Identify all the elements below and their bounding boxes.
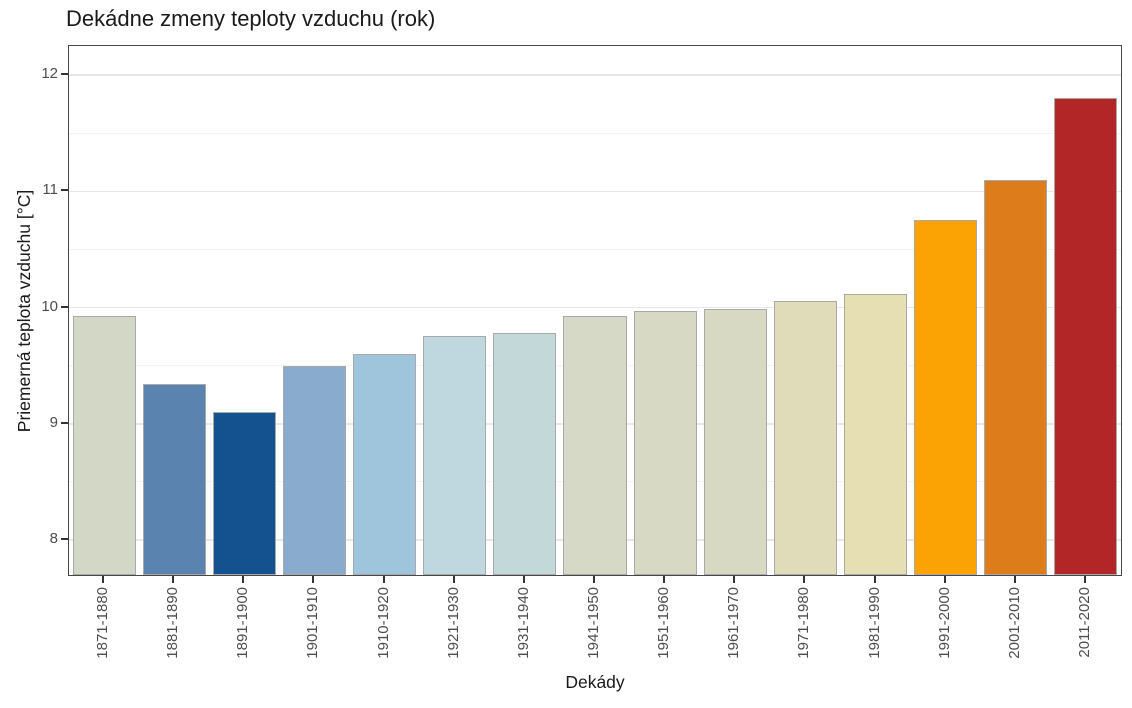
y-tick-label: 9 [49,413,58,431]
x-tick-mark [943,576,946,583]
y-tick-mark [61,73,68,76]
x-tick-mark [1013,576,1016,583]
x-tick-mark [382,576,385,583]
x-tick-mark [1083,576,1086,583]
x-tick-label: 1891-1900 [234,587,252,659]
x-tick-mark [452,576,455,583]
x-tick-mark [803,576,806,583]
x-tick-label: 1871-1880 [94,587,112,659]
x-tick-label: 1941-1950 [585,587,602,659]
y-tick-mark [61,538,68,541]
x-tick-label: 2011-2020 [1075,587,1093,658]
bar [282,365,347,575]
x-tick-mark [312,576,315,583]
bar [212,412,276,575]
x-axis-title: Dekády [565,672,625,692]
x-tick-mark [593,576,595,583]
y-tick-label: 12 [41,65,58,83]
x-tick-mark [172,576,175,583]
bar [353,354,417,575]
x-tick-label: 1951-1960 [655,587,673,659]
bar [843,293,908,575]
x-tick-mark [733,576,736,583]
x-tick-label: 1901-1910 [304,587,322,659]
y-tick-mark [61,189,68,192]
y-axis: 8 9 10 11 12 [0,45,58,576]
x-tick-label: 1981-1990 [865,587,883,659]
x-tick-label: 1910-1920 [374,587,392,659]
bar [563,315,627,575]
y-tick-mark [61,421,68,424]
bar [493,333,557,575]
x-tick-label: 1961-1970 [725,587,743,659]
bar [984,179,1048,575]
x-tick-mark [663,576,666,583]
y-tick-label: 11 [42,181,58,199]
x-tick-mark [102,576,105,583]
plot-panel [68,45,1122,576]
major-gridline [69,190,1121,193]
bar [773,300,837,575]
x-tick-label: 2001-2010 [1005,587,1023,659]
x-tick-label: 1971-1980 [795,587,813,659]
x-tick-mark [242,576,245,583]
x-tick-label: 1881-1890 [164,587,182,659]
bar [423,335,487,575]
bar [633,311,697,575]
y-tick-label: 10 [41,297,58,315]
x-tick-label: 1991-2000 [935,587,953,659]
x-tick-mark [873,576,876,583]
y-tick-label: 8 [49,530,58,548]
major-gridline [69,74,1121,76]
bar [72,315,136,575]
bar [914,220,978,575]
y-tick-mark [61,305,68,308]
bar [142,384,206,575]
x-tick-label: 1931-1940 [514,587,532,659]
x-tick-label: 1921-1930 [444,587,462,659]
chart-title: Dekádne zmeny teploty vzduchu (rok) [66,6,436,31]
bar [1054,98,1118,575]
x-tick-mark [522,576,525,583]
minor-gridline [69,132,1121,134]
bar [703,308,767,575]
